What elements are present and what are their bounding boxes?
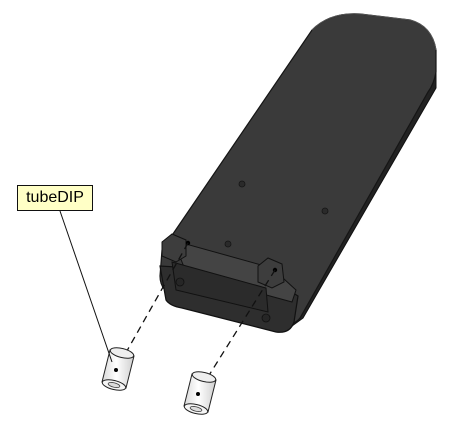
block-hole (175, 277, 185, 287)
plate-hole (321, 207, 329, 215)
plate-hole (238, 180, 246, 188)
callout-leader-line (59, 210, 113, 363)
tube-right (183, 371, 217, 415)
tube-left (101, 347, 135, 391)
plate-hole (224, 240, 232, 248)
block-hole (261, 313, 271, 323)
callout-label-tubedip: tubeDIP (17, 185, 93, 211)
tube-left-dot (114, 368, 118, 372)
connector-block (159, 233, 299, 333)
tube-right-dot (196, 392, 200, 396)
